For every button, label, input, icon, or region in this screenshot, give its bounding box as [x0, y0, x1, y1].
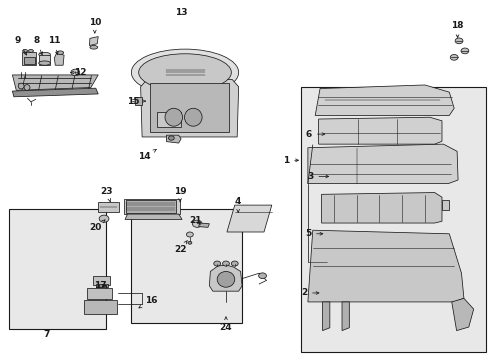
Ellipse shape: [184, 108, 202, 126]
Ellipse shape: [186, 232, 193, 237]
Text: 23: 23: [101, 187, 113, 202]
FancyBboxPatch shape: [125, 200, 176, 213]
Ellipse shape: [18, 83, 24, 89]
Ellipse shape: [213, 261, 220, 266]
Polygon shape: [141, 80, 238, 137]
FancyBboxPatch shape: [99, 284, 102, 287]
Ellipse shape: [39, 61, 50, 65]
Ellipse shape: [460, 48, 468, 54]
Ellipse shape: [71, 69, 80, 76]
Text: 9: 9: [15, 36, 26, 55]
Polygon shape: [315, 85, 453, 116]
Ellipse shape: [39, 52, 50, 57]
Polygon shape: [125, 214, 182, 220]
Ellipse shape: [231, 261, 238, 266]
Text: 18: 18: [450, 21, 463, 37]
Text: 7: 7: [44, 330, 50, 339]
Text: 11: 11: [48, 36, 61, 54]
Polygon shape: [54, 53, 64, 65]
Text: 22: 22: [174, 240, 187, 255]
Polygon shape: [226, 205, 271, 232]
Ellipse shape: [90, 45, 98, 49]
FancyBboxPatch shape: [300, 87, 485, 352]
Ellipse shape: [217, 271, 234, 287]
Ellipse shape: [222, 261, 229, 266]
FancyBboxPatch shape: [102, 284, 105, 287]
Polygon shape: [12, 88, 98, 97]
Polygon shape: [341, 302, 348, 330]
FancyBboxPatch shape: [39, 55, 50, 65]
Text: 20: 20: [89, 220, 105, 232]
Text: 6: 6: [305, 130, 324, 139]
FancyBboxPatch shape: [123, 199, 180, 214]
Polygon shape: [166, 135, 181, 143]
Ellipse shape: [99, 215, 109, 222]
FancyBboxPatch shape: [157, 112, 181, 127]
Ellipse shape: [192, 220, 202, 227]
FancyBboxPatch shape: [135, 97, 142, 105]
FancyBboxPatch shape: [441, 200, 448, 211]
Text: 15: 15: [127, 96, 145, 105]
Text: 13: 13: [175, 8, 187, 17]
Text: 4: 4: [235, 197, 241, 212]
Ellipse shape: [449, 54, 457, 60]
Polygon shape: [322, 302, 329, 330]
Polygon shape: [318, 117, 441, 144]
Text: 14: 14: [138, 149, 156, 161]
Polygon shape: [209, 265, 242, 291]
Polygon shape: [12, 75, 98, 90]
Ellipse shape: [131, 49, 238, 96]
Polygon shape: [451, 298, 473, 330]
Text: 12: 12: [71, 68, 86, 77]
FancyBboxPatch shape: [98, 202, 119, 212]
FancyBboxPatch shape: [106, 284, 108, 287]
FancyBboxPatch shape: [150, 83, 228, 132]
Text: 16: 16: [139, 296, 157, 308]
Polygon shape: [22, 51, 36, 65]
Text: 8: 8: [33, 36, 42, 55]
FancyBboxPatch shape: [83, 300, 117, 315]
Text: 21: 21: [189, 216, 202, 225]
Ellipse shape: [24, 85, 30, 90]
FancyBboxPatch shape: [23, 57, 35, 64]
Polygon shape: [307, 144, 457, 184]
Ellipse shape: [454, 38, 462, 44]
Text: 19: 19: [173, 187, 186, 202]
Text: 5: 5: [304, 229, 322, 238]
Polygon shape: [321, 193, 441, 223]
Ellipse shape: [139, 54, 231, 91]
Ellipse shape: [28, 49, 33, 52]
FancyBboxPatch shape: [96, 284, 98, 287]
Ellipse shape: [57, 51, 63, 54]
Ellipse shape: [258, 273, 266, 279]
Ellipse shape: [168, 136, 174, 140]
Polygon shape: [307, 230, 463, 302]
Text: 10: 10: [88, 18, 101, 33]
Ellipse shape: [164, 108, 182, 126]
Polygon shape: [198, 223, 209, 227]
Text: 2: 2: [300, 288, 318, 297]
Polygon shape: [89, 37, 98, 45]
FancyBboxPatch shape: [93, 276, 110, 285]
FancyBboxPatch shape: [131, 209, 242, 323]
Text: 3: 3: [306, 172, 328, 181]
FancyBboxPatch shape: [9, 209, 105, 329]
Text: 24: 24: [219, 317, 232, 332]
Text: 1: 1: [282, 156, 298, 165]
Text: 17: 17: [94, 281, 107, 290]
FancyBboxPatch shape: [87, 288, 112, 299]
Ellipse shape: [22, 49, 27, 52]
Ellipse shape: [187, 241, 191, 244]
